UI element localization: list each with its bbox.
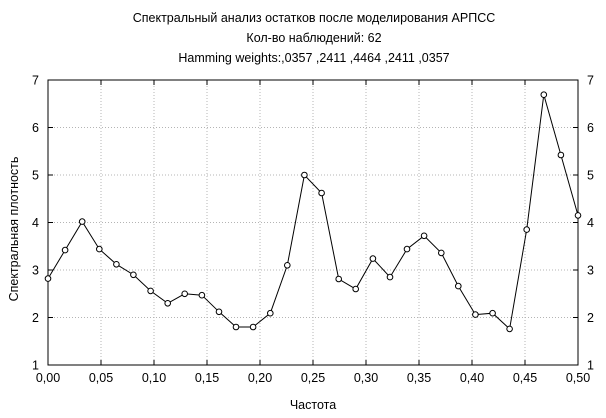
chart-title: Спектральный анализ остатков после модел…: [133, 11, 496, 25]
data-point: [318, 189, 325, 197]
y-tick-label-left: 4: [32, 216, 39, 230]
data-point: [369, 255, 377, 262]
data-point: [540, 91, 548, 98]
data-point: [455, 282, 462, 290]
data-point: [96, 245, 103, 253]
y-tick-label-left: 5: [32, 169, 39, 183]
data-point: [386, 273, 394, 281]
data-point: [438, 249, 445, 257]
grid-lines: [48, 80, 578, 365]
x-tick-label: 0,25: [301, 371, 325, 385]
data-point: [198, 291, 206, 299]
data-point: [472, 311, 479, 318]
x-tick-label: 0,00: [36, 371, 60, 385]
axes: 0,00 0,05 0,10 0,15 0,20 0,25 0,30 0,35 0,40 0,45…: [32, 74, 594, 386]
y-tick-label-right: 7: [587, 74, 594, 88]
y-tick-label-right: 5: [587, 169, 594, 183]
y-tick-label-right: 1: [587, 359, 594, 373]
x-tick-label: 0,20: [248, 371, 272, 385]
data-point: [44, 275, 52, 282]
x-tick-label: 0,45: [513, 371, 537, 385]
chart-subtitle-observations: Кол-во наблюдений: 62: [246, 31, 381, 45]
data-point: [61, 246, 69, 254]
y-tick-label-right: 6: [587, 121, 594, 135]
data-series: [44, 91, 582, 333]
data-point: [523, 226, 531, 233]
x-tick-label: 0,10: [142, 371, 166, 385]
x-axis-label: Частота: [290, 398, 336, 412]
x-tick-label: 0,30: [354, 371, 378, 385]
x-tick-label: 0,35: [407, 371, 431, 385]
data-point: [267, 309, 274, 317]
data-point: [403, 245, 411, 253]
data-point: [506, 325, 513, 333]
data-point: [420, 232, 428, 240]
data-point: [215, 308, 223, 316]
x-tick-label: 0,15: [195, 371, 219, 385]
data-point: [113, 261, 120, 268]
data-point: [164, 300, 171, 307]
data-point: [181, 290, 188, 298]
x-tick-label: 0,50: [566, 371, 590, 385]
data-point: [284, 262, 291, 269]
x-tick-label: 0,40: [460, 371, 484, 385]
chart-subtitle-weights: Hamming weights:,0357 ,2411 ,4464 ,2411 …: [178, 51, 449, 65]
y-tick-label-right: 2: [587, 311, 594, 325]
x-tick-label: 0,05: [89, 371, 113, 385]
data-point: [147, 287, 154, 295]
data-point: [130, 271, 137, 279]
data-point: [249, 323, 257, 331]
data-point: [557, 151, 565, 159]
y-tick-label-left: 6: [32, 121, 39, 135]
data-point: [574, 212, 582, 219]
y-tick-label-left: 3: [32, 264, 39, 278]
data-point: [335, 275, 343, 283]
y-tick-label-left: 7: [32, 74, 39, 88]
data-point: [352, 285, 360, 293]
y-tick-label-left: 1: [32, 359, 39, 373]
y-tick-label-right: 3: [587, 264, 594, 278]
y-axis-label: Спектральная плотность: [7, 157, 21, 302]
data-point: [232, 323, 240, 331]
data-point: [301, 171, 308, 179]
y-tick-label-left: 2: [32, 311, 39, 325]
data-point: [78, 218, 86, 225]
data-point: [489, 309, 496, 317]
y-tick-label-right: 4: [587, 216, 594, 230]
